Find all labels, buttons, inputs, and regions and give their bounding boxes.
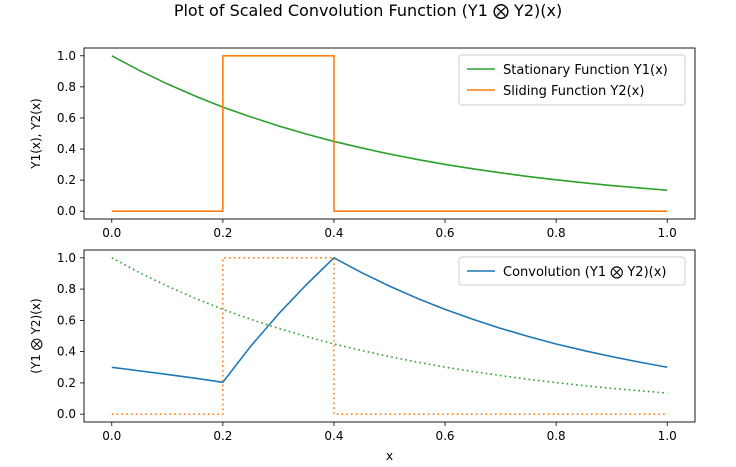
x-tick-label: 0.0 [102,429,121,443]
y-tick-label: 1.0 [57,49,76,63]
axes-frame [83,47,696,220]
x-tick-label: 0.8 [547,226,566,240]
figure-title: Plot of Scaled Convolution Function (Y1 … [173,1,563,20]
x-tick-label: 0.0 [102,226,121,240]
x-tick-label: 1.0 [658,226,677,240]
y-tick-label: 0.4 [57,345,76,359]
y-axis-label: Y1(x), Y2(x) [29,98,43,170]
y-tick-label: 1.0 [57,251,76,265]
y-tick-label: 0.6 [57,111,76,125]
y-axis-label: (Y1 ⨂ Y2)(x) [29,298,43,373]
y-tick-label: 0.4 [57,142,76,156]
y-tick-label: 0.0 [57,204,76,218]
x-axis-label: x [386,449,393,463]
y-tick-label: 0.2 [57,173,76,187]
x-tick-label: 0.4 [324,429,343,443]
y-tick-label: 0.8 [57,282,76,296]
y-tick-label: 0.0 [57,407,76,421]
bottom-plot: 0.0 0.2 0.4 0.6 0.8 1.0 0.0 0.2 0.4 0.6 0.8 1.0 (Y1 … [29,249,696,463]
legend-box [458,256,686,286]
series-line-stationary-function-y1-x [111,55,668,192]
x-tick-label: 0.8 [547,429,566,443]
x-tick-label: 0.6 [435,226,454,240]
axes-frame [83,249,696,423]
legend-box [458,54,686,106]
series-line-ref-2 [111,257,668,415]
y-tick-label: 0.2 [57,376,76,390]
legend-label: Convolution (Y1 ⨂ Y2)(x) [503,265,666,280]
legend-label: Sliding Function Y2(x) [503,84,644,99]
series-line-convolution-y1-y2-x [111,257,668,384]
x-tick-label: 1.0 [658,429,677,443]
series-line-sliding-function-y2-x [111,54,668,213]
top-plot: 0.0 0.2 0.4 0.6 0.8 1.0 0.0 0.2 0.4 0.6 0.8 1.0 Y1(x… [29,47,696,240]
legend-label: Stationary Function Y1(x) [503,63,668,78]
y-tick-label: 0.8 [57,80,76,94]
y-tick-label: 0.6 [57,313,76,327]
x-tick-label: 0.2 [213,226,232,240]
x-tick-label: 0.2 [213,429,232,443]
x-tick-label: 0.4 [324,226,343,240]
x-tick-label: 0.6 [435,429,454,443]
